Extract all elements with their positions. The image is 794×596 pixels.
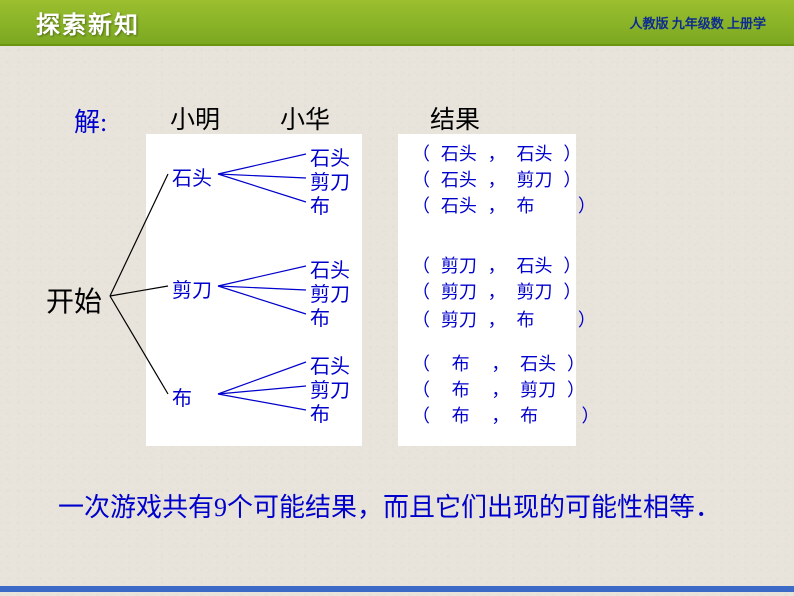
tree-node-level2: 布: [310, 190, 330, 219]
result-row: （ 剪刀 ， 剪刀 ）: [412, 278, 581, 304]
conclusion-text: 一次游戏共有9个可能结果，而且它们出现的可能性相等．: [58, 484, 748, 532]
result-row: （ 石头 ， 布 ）: [412, 192, 596, 218]
result-row: （ 剪刀 ， 石头 ）: [412, 252, 581, 278]
result-row: （ 布 ， 石头 ）: [412, 350, 585, 376]
tree-node-level1: 剪刀: [172, 274, 212, 303]
slide-content: 解: 小明 小华 结果 开始 一次游戏共有9个可能结果，而且它们出现的可能性相等…: [0, 46, 794, 596]
header-title: 探索新知: [36, 5, 140, 40]
result-row: （ 石头 ， 剪刀 ）: [412, 166, 581, 192]
result-row: （ 布 ， 布 ）: [412, 402, 600, 428]
result-row: （ 剪刀 ， 布 ）: [412, 306, 596, 332]
footer-bar: [0, 586, 794, 592]
result-row: （ 石头 ， 石头 ）: [412, 140, 581, 166]
result-row: （ 布 ， 剪刀 ）: [412, 376, 585, 402]
tree-node-level2: 布: [310, 398, 330, 427]
header-meta: 人教版 九年级数 上册学: [629, 13, 766, 32]
tree-node-level2: 布: [310, 302, 330, 331]
tree-node-level1: 布: [172, 382, 192, 411]
slide-header: 探索新知 人教版 九年级数 上册学: [0, 0, 794, 46]
tree-node-level1: 石头: [172, 162, 212, 191]
